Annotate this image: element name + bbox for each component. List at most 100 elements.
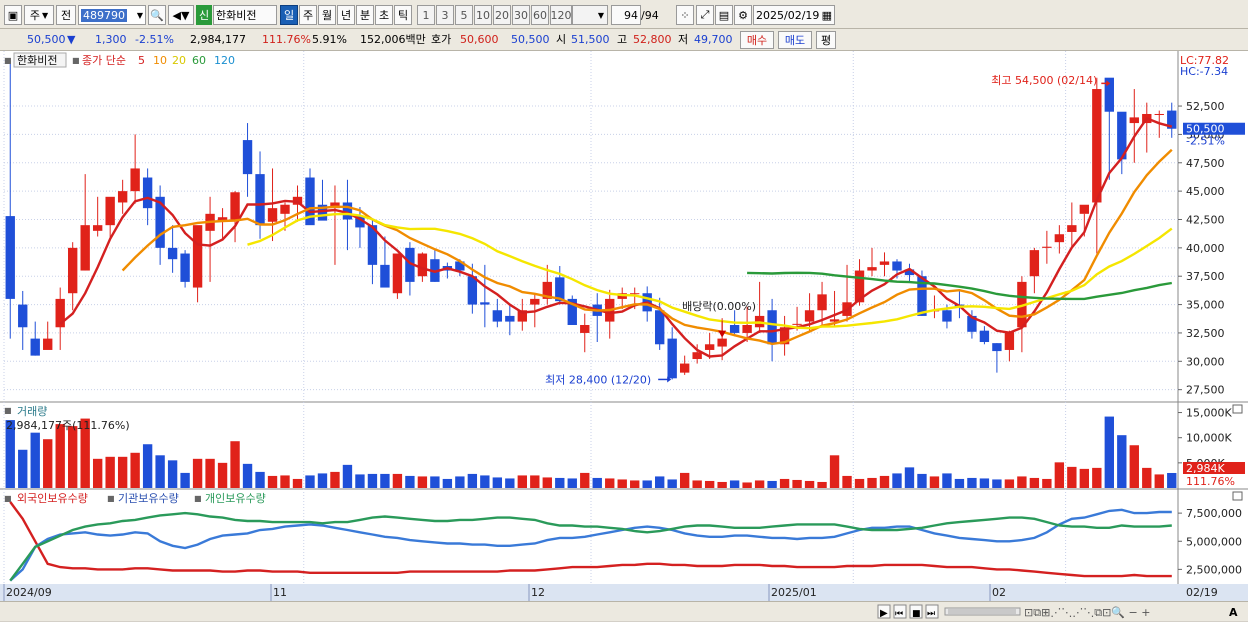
candle[interactable] [817,294,827,311]
volume-bar[interactable] [417,476,428,488]
candle[interactable] [180,253,190,282]
period-button-4[interactable]: 분 [356,5,374,25]
candle[interactable] [280,204,290,214]
candle[interactable] [967,315,977,332]
volume-bar[interactable] [605,478,615,488]
volume-bar[interactable] [167,460,178,488]
volume-bar[interactable] [954,478,965,488]
volume-bar[interactable] [142,444,153,488]
volume-bar[interactable] [929,476,940,488]
chart-canvas[interactable]: 52,50050,00047,50045,00042,50040,00037,5… [0,51,1248,601]
candle[interactable] [155,196,165,248]
font-size-icon[interactable]: A [1229,606,1238,619]
volume-bar[interactable] [1004,479,1015,488]
last-icon[interactable] [925,604,939,619]
candle[interactable] [1154,113,1164,115]
volume-bar[interactable] [655,476,665,488]
volume-bar[interactable] [667,479,677,488]
candle[interactable] [355,216,365,228]
volume-bar[interactable] [380,473,390,488]
volume-bar[interactable] [1154,474,1164,488]
chart-area[interactable]: 52,500 50,000 47,500 45,000 42,500 40,000 37,5… [0,51,1248,601]
candle[interactable] [1079,204,1090,214]
volume-bar[interactable] [1142,467,1152,488]
compare-button[interactable]: 전 [56,5,76,25]
candle[interactable] [1104,77,1114,112]
scroll-right-icon[interactable] [877,604,891,619]
volume-bar[interactable] [230,441,240,488]
candle[interactable] [105,196,115,226]
candle[interactable] [230,192,240,220]
volume-bar[interactable] [567,478,577,488]
candle[interactable] [242,140,253,175]
volume-bar[interactable] [455,476,465,488]
volume-bar[interactable] [754,480,765,488]
volume-bar[interactable] [305,475,315,488]
candle[interactable] [792,323,802,325]
candle[interactable] [43,338,53,350]
volume-bar[interactable] [580,472,590,488]
candle[interactable] [729,324,740,333]
volume-bar[interactable] [117,456,128,488]
candle[interactable] [979,330,990,343]
candle[interactable] [867,267,877,271]
volume-bar[interactable] [879,475,890,488]
candle[interactable] [829,319,840,322]
period-button-0[interactable]: 일 [280,5,298,25]
volume-bar[interactable] [917,473,927,488]
volume-bar[interactable] [642,480,652,488]
search-icon[interactable]: 🔍 [148,5,166,25]
candle[interactable] [392,253,403,294]
candle[interactable] [130,168,140,192]
gear-icon[interactable]: ⚙ [734,5,752,25]
interval-button-1[interactable]: 3 [436,5,454,25]
buy-button[interactable]: 매수 [740,31,774,49]
candle[interactable] [467,276,478,305]
candle[interactable] [417,253,428,277]
interval-button-5[interactable]: 30 [512,5,530,25]
candle[interactable] [630,293,640,295]
candle[interactable] [692,352,702,360]
candle[interactable] [542,281,552,299]
candle[interactable] [492,310,503,322]
stock-code-input[interactable]: 489790 ▼ [78,5,146,25]
volume-bar[interactable] [492,477,503,488]
volume-bar[interactable] [467,473,478,488]
volume-bar[interactable] [330,471,340,488]
volume-bar[interactable] [155,455,165,488]
volume-bar[interactable] [829,455,840,488]
interval-button-3[interactable]: 10 [474,5,492,25]
volume-bar[interactable] [717,481,727,488]
candle[interactable] [892,261,902,271]
candle[interactable] [1004,331,1015,350]
volume-bar[interactable] [842,475,852,488]
candle[interactable] [342,202,353,220]
tool-icons[interactable]: ⊡⧉⊞⋰⋱⋰⋱⧉⊡🔍 − + [1024,605,1150,619]
volume-bar[interactable] [1029,477,1040,488]
candle[interactable] [5,216,15,299]
volume-bar[interactable] [317,473,328,488]
volume-bar[interactable] [43,439,53,488]
volume-bar[interactable] [792,479,802,488]
candle[interactable] [1129,117,1139,124]
volume-bar[interactable] [817,481,827,488]
interval-button-2[interactable]: 5 [455,5,473,25]
volume-bar[interactable] [480,475,490,488]
candle[interactable] [555,277,565,302]
volume-bar[interactable] [967,477,977,488]
candle[interactable] [679,363,690,373]
candle[interactable] [92,225,103,231]
volume-bar[interactable] [992,479,1002,488]
volume-bar[interactable] [505,478,515,488]
candle[interactable] [879,261,890,265]
stop-icon[interactable] [909,604,923,619]
volume-bar[interactable] [555,477,565,488]
volume-bar[interactable] [1167,472,1177,488]
interval-button-6[interactable]: 60 [531,5,549,25]
candle[interactable] [30,338,40,356]
period-button-5[interactable]: 초 [375,5,393,25]
candle[interactable] [767,310,777,345]
candle[interactable] [992,343,1002,352]
candle[interactable] [779,327,790,345]
volume-bar[interactable] [217,462,228,488]
